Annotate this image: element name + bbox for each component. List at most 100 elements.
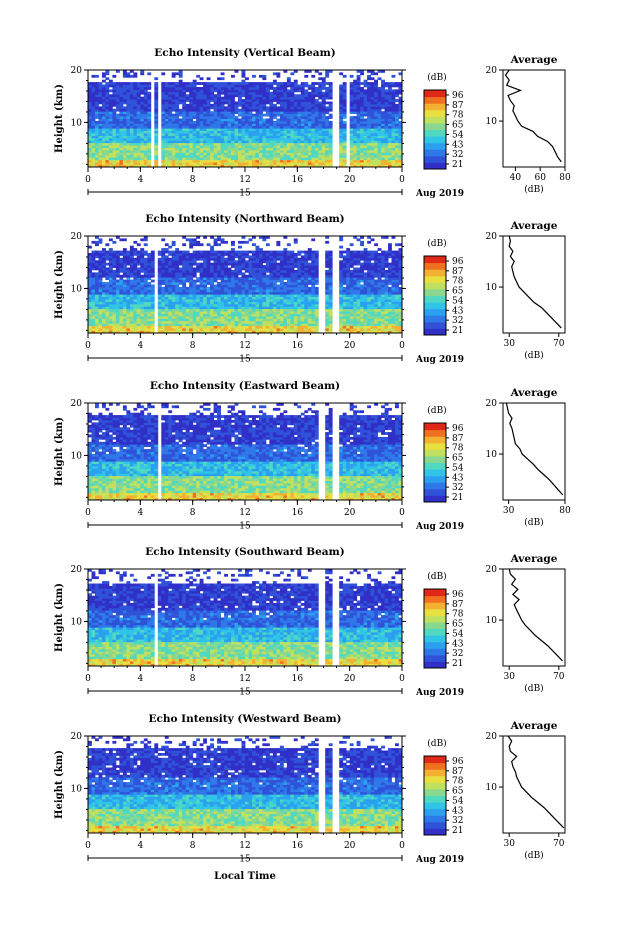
heatmap-cell — [88, 108, 92, 112]
heatmap-cell — [147, 150, 152, 153]
heatmap-cell — [374, 142, 378, 146]
heatmap-cell — [279, 282, 284, 285]
heatmap-cell — [342, 94, 347, 98]
heatmap-cell — [91, 291, 96, 295]
heatmap-cell — [276, 128, 281, 131]
heatmap-cell — [290, 142, 295, 146]
heatmap-cell — [115, 308, 120, 312]
heatmap-cell — [262, 291, 267, 295]
heatmap-cell — [238, 154, 242, 158]
heatmap-cell — [395, 291, 399, 295]
heatmap-cell — [161, 116, 166, 119]
heatmap-cell — [342, 113, 347, 117]
heatmap-cell — [279, 106, 284, 110]
heatmap-cell — [391, 330, 396, 334]
heatmap-cell — [171, 303, 176, 307]
heatmap-cell — [192, 142, 197, 146]
x-tick-label: 12 — [239, 175, 250, 185]
heatmap-cell — [217, 306, 221, 310]
heatmap-cell — [398, 125, 403, 129]
heatmap-cell — [279, 164, 284, 168]
heatmap-cell — [105, 294, 110, 297]
heatmap-cell — [115, 135, 120, 139]
heatmap-cell — [360, 70, 364, 73]
heatmap-cell — [105, 313, 110, 317]
heatmap-cell — [231, 99, 235, 102]
heatmap-cell — [164, 291, 169, 295]
heatmap-cell — [248, 286, 253, 290]
heatmap-cell — [122, 91, 127, 95]
heatmap-cell — [224, 106, 228, 110]
heatmap-cell — [122, 120, 127, 124]
heatmap-cell — [133, 162, 138, 165]
heatmap-cell — [206, 135, 211, 139]
heatmap-cell — [147, 145, 152, 148]
heatmap-cell — [377, 279, 382, 283]
heatmap-cell — [213, 308, 218, 312]
heatmap-cell — [133, 111, 138, 114]
heatmap-cell — [217, 308, 221, 312]
heatmap-cell — [304, 282, 309, 285]
heatmap-cell — [356, 137, 361, 141]
heatmap-cell — [297, 96, 302, 100]
heatmap-cell — [349, 125, 354, 129]
heatmap-cell — [143, 94, 148, 98]
heatmap-cell — [220, 91, 225, 95]
heatmap-cell — [328, 137, 333, 141]
heatmap-cell — [192, 128, 197, 131]
heatmap-cell — [262, 120, 267, 124]
heatmap-cell — [147, 142, 152, 146]
heatmap-cell — [384, 96, 389, 100]
heatmap-cell — [252, 82, 256, 85]
heatmap-cell — [199, 147, 204, 151]
heatmap-cell — [154, 77, 159, 81]
heatmap-cell — [108, 82, 113, 85]
heatmap-cell — [367, 89, 371, 93]
heatmap-cell — [356, 89, 361, 93]
heatmap-cell — [395, 320, 399, 324]
heatmap-cell — [395, 289, 399, 293]
heatmap-cell — [395, 303, 399, 307]
heatmap-cell — [367, 318, 371, 322]
heatmap-cell — [259, 133, 263, 136]
heatmap-cell — [363, 89, 368, 93]
heatmap-cell — [353, 330, 358, 334]
heatmap-cell — [122, 296, 127, 300]
heatmap-cell — [217, 101, 221, 105]
heatmap-cell — [398, 133, 403, 136]
heatmap-cell — [95, 279, 99, 283]
heatmap-cell — [203, 164, 207, 168]
heatmap-cell — [122, 303, 127, 307]
heatmap-cell — [206, 157, 211, 161]
heatmap-cell — [283, 91, 288, 95]
heatmap-cell — [279, 116, 284, 119]
heatmap-cell — [328, 128, 333, 131]
heatmap-cell — [98, 118, 103, 122]
heatmap-cell — [374, 140, 378, 144]
heatmap-cell — [314, 116, 319, 119]
heatmap-cell — [203, 113, 207, 117]
heatmap-cell — [220, 152, 225, 156]
heatmap-cell — [304, 301, 309, 305]
heatmap-cell — [367, 91, 371, 95]
heatmap-cell — [360, 308, 364, 312]
heatmap-cell — [154, 142, 159, 146]
heatmap-cell — [398, 96, 403, 100]
heatmap-cell — [140, 116, 145, 119]
heatmap-cell — [245, 308, 249, 312]
heatmap-cell — [395, 82, 399, 85]
heatmap-cell — [353, 79, 358, 83]
heatmap-cell — [245, 301, 249, 305]
heatmap-cell — [192, 162, 197, 165]
heatmap-cell — [391, 130, 396, 134]
heatmap-cell — [234, 159, 239, 163]
heatmap-cell — [342, 306, 347, 310]
heatmap-cell — [136, 279, 141, 283]
heatmap-cell — [381, 157, 385, 161]
heatmap-cell — [129, 133, 134, 136]
heatmap-cell — [95, 130, 99, 134]
heatmap-cell — [234, 316, 239, 319]
heatmap-cell — [307, 101, 312, 105]
heatmap-cell — [342, 330, 347, 334]
heatmap-cell — [143, 325, 148, 329]
